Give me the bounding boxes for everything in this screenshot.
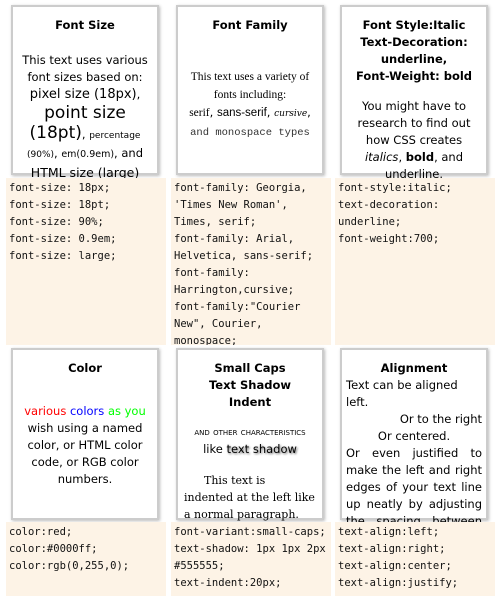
text: pixel size (18px) xyxy=(29,87,137,102)
code-line: font-size: 0.9em; xyxy=(9,233,117,245)
box-title: Text Shadow xyxy=(208,378,292,392)
text: colors xyxy=(69,404,105,418)
text: text shadow xyxy=(226,442,297,456)
code-line: font-family: Georgia, xyxy=(174,182,307,194)
code-line: font-size: large; xyxy=(9,250,117,262)
text: , xyxy=(307,105,311,119)
code-block: font-size: 18px; font-size: 18pt; font-siz… xyxy=(6,178,166,345)
code-line: font-weight:700; xyxy=(338,233,440,245)
text: Text can be aligned left. xyxy=(346,378,458,409)
box-body: You might have to research to find out h… xyxy=(348,98,480,183)
text: wish using a named color, or HTML color … xyxy=(27,421,143,486)
text: various xyxy=(24,404,67,418)
code-line: text-align:justify; xyxy=(338,577,459,589)
box-title: Font Size xyxy=(55,18,115,32)
code-line: text-indent:20px; xyxy=(174,577,282,589)
font-style-box: Font Style:Italic Text-Decoration: under… xyxy=(340,5,488,181)
box-title: Indent xyxy=(228,395,272,409)
code-line: font-variant:small-caps; xyxy=(174,526,326,538)
box-title: Small Caps xyxy=(214,361,286,375)
code-line: 'Times New Roman', xyxy=(174,199,288,211)
text: like xyxy=(203,442,227,456)
color-box: Color various colors as you wish using a… xyxy=(11,348,159,520)
code-line: font-style:italic; xyxy=(338,182,452,194)
code-line: text-align:right; xyxy=(338,543,446,555)
code-line: underline; xyxy=(338,216,402,228)
text: cursive xyxy=(274,109,308,119)
code-line: color:red; xyxy=(9,526,73,538)
code-line: Harrington,cursive; xyxy=(174,284,295,296)
code-line: font-size: 18px; xyxy=(9,182,111,194)
code-line: text-shadow: 1px 1px 2px xyxy=(174,543,326,555)
text: point size (18pt) xyxy=(29,103,126,143)
text: percentage (90%) xyxy=(26,131,141,160)
code-line: font-family: xyxy=(174,267,250,279)
box-body: various colors as you wish using a named… xyxy=(19,403,151,488)
code-block: font-style:italic; text-decoration: underl… xyxy=(335,178,495,345)
box-body: and other characteristics like text shad… xyxy=(184,423,316,458)
code-line: Helvetica, sans-serif; xyxy=(174,250,314,262)
text: , xyxy=(136,87,141,101)
code-line: color:rgb(0,255,0); xyxy=(9,560,130,572)
text: as you xyxy=(107,404,146,418)
code-line: monospace; xyxy=(174,335,238,345)
text: and other characteristics xyxy=(194,426,306,438)
text: HTML size (large) xyxy=(30,165,140,180)
code-block: font-family: Georgia, 'Times New Roman', T… xyxy=(171,178,331,345)
box-title: Font Family xyxy=(212,18,288,32)
text: This text uses various font sizes based … xyxy=(22,53,148,84)
code-line: font-size: 90%; xyxy=(9,216,104,228)
code-line: text-align:center; xyxy=(338,560,452,572)
text: bold xyxy=(405,150,435,164)
code-line: font-family:"Courier xyxy=(174,301,301,313)
code-block: font-variant:small-caps; text-shadow: 1px… xyxy=(171,522,331,596)
text: italics xyxy=(364,150,399,164)
code-block: color:red; color:#0000ff; color:rgb(0,255,… xyxy=(6,522,166,596)
text: underline xyxy=(384,167,440,181)
text: , xyxy=(81,127,90,141)
box-title: Font-Weight: bold xyxy=(355,69,473,83)
text: Or to the right xyxy=(399,412,482,426)
box-body: This text is indented at the left like a… xyxy=(184,474,315,521)
text: This text uses a variety of fonts includ… xyxy=(190,71,310,101)
text: , and xyxy=(114,146,143,160)
text: , xyxy=(266,105,275,119)
code-line: font-family: Arial, xyxy=(174,233,295,245)
box-body: This text uses a variety of fonts includ… xyxy=(184,68,316,142)
code-line: #555555; xyxy=(174,560,225,572)
small-caps-box: Small Caps Text Shadow Indent and other … xyxy=(176,348,324,521)
text: You might have to research to find out h… xyxy=(357,99,471,147)
box-body: This text uses various font sizes based … xyxy=(19,52,151,182)
code-line: text-align:left; xyxy=(338,526,440,538)
text: sans-serif xyxy=(216,107,267,119)
text: Or even justified to make the left and r… xyxy=(346,446,482,545)
code-line: New", Courier, xyxy=(174,318,263,330)
code-line: font-size: 18pt; xyxy=(9,199,111,211)
text: em(0.9em) xyxy=(61,149,115,160)
font-size-box: Font Size This text uses various font si… xyxy=(11,5,159,180)
text: Or centered. xyxy=(377,429,451,443)
code-line: Times, serif; xyxy=(174,216,257,228)
text: serif xyxy=(189,107,210,119)
text: , xyxy=(209,105,217,119)
text: . xyxy=(439,167,444,181)
alignment-box: Alignment Text can be aligned left. Or t… xyxy=(340,348,488,545)
code-line: text-decoration: xyxy=(338,199,440,211)
code-line: color:#0000ff; xyxy=(9,543,98,555)
text: , xyxy=(54,146,62,160)
box-title: Text-Decoration: underline, xyxy=(360,35,468,66)
code-block: text-align:left; text-align:right; text-al… xyxy=(335,522,495,596)
box-title: Font Style:Italic xyxy=(362,18,466,32)
text: and monospace types xyxy=(190,127,310,139)
box-title: Color xyxy=(68,361,102,375)
text: , and xyxy=(434,150,464,164)
box-title: Alignment xyxy=(380,361,448,375)
font-family-box: Font Family This text uses a variety of … xyxy=(176,5,324,175)
text: , xyxy=(398,150,406,164)
